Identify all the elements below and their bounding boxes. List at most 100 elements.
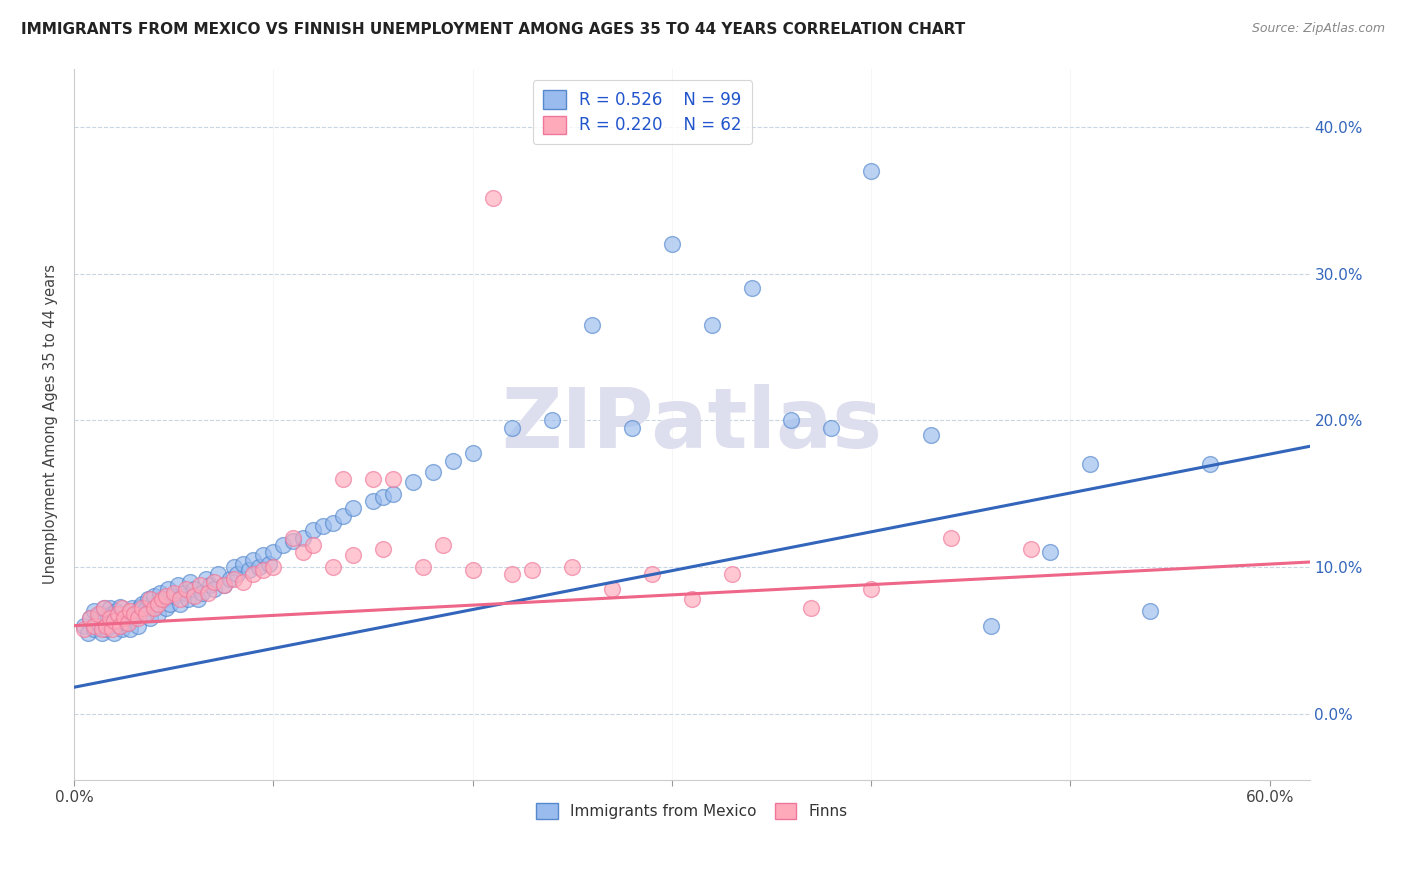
Point <box>122 611 145 625</box>
Point <box>920 428 942 442</box>
Point <box>169 592 191 607</box>
Point <box>174 582 197 596</box>
Point <box>127 611 149 625</box>
Point <box>522 563 544 577</box>
Point <box>155 601 177 615</box>
Point <box>780 413 803 427</box>
Point <box>93 614 115 628</box>
Point <box>232 557 254 571</box>
Point <box>283 531 305 545</box>
Point <box>115 615 138 630</box>
Point <box>412 560 434 574</box>
Point <box>131 601 153 615</box>
Point <box>461 445 484 459</box>
Point <box>101 622 124 636</box>
Point <box>641 567 664 582</box>
Point <box>1139 604 1161 618</box>
Point <box>441 454 464 468</box>
Point <box>242 567 264 582</box>
Point <box>259 557 281 571</box>
Point <box>371 490 394 504</box>
Point <box>222 560 245 574</box>
Point <box>112 611 135 625</box>
Point <box>262 560 284 574</box>
Point <box>222 572 245 586</box>
Point <box>101 607 124 621</box>
Point <box>131 597 153 611</box>
Point <box>152 592 174 607</box>
Point <box>159 597 181 611</box>
Point <box>1039 545 1062 559</box>
Point <box>118 622 141 636</box>
Point <box>117 607 139 621</box>
Point <box>83 622 105 636</box>
Point <box>163 590 186 604</box>
Point <box>183 590 205 604</box>
Point <box>173 586 195 600</box>
Point <box>163 586 186 600</box>
Point <box>312 519 335 533</box>
Point <box>149 586 172 600</box>
Point <box>432 538 454 552</box>
Point <box>1078 458 1101 472</box>
Point <box>262 545 284 559</box>
Point <box>145 599 167 614</box>
Point <box>422 465 444 479</box>
Point <box>292 545 315 559</box>
Point <box>188 577 211 591</box>
Point <box>87 615 110 630</box>
Point <box>139 611 162 625</box>
Point <box>108 618 131 632</box>
Point <box>242 552 264 566</box>
Point <box>183 582 205 596</box>
Point <box>980 618 1002 632</box>
Point <box>79 611 101 625</box>
Point <box>98 601 121 615</box>
Point <box>501 421 523 435</box>
Legend: Immigrants from Mexico, Finns: Immigrants from Mexico, Finns <box>530 797 853 825</box>
Point <box>501 567 523 582</box>
Point <box>94 622 117 636</box>
Point <box>125 607 148 621</box>
Point <box>93 601 115 615</box>
Point <box>561 560 583 574</box>
Point <box>371 542 394 557</box>
Point <box>166 577 188 591</box>
Point <box>176 592 198 607</box>
Point <box>292 531 315 545</box>
Point <box>302 524 325 538</box>
Point <box>600 582 623 596</box>
Point <box>342 549 364 563</box>
Point <box>581 318 603 332</box>
Point <box>800 601 823 615</box>
Point <box>283 533 305 548</box>
Point <box>83 604 105 618</box>
Point <box>97 611 120 625</box>
Point <box>332 508 354 523</box>
Point <box>94 618 117 632</box>
Point <box>111 622 134 636</box>
Point <box>156 582 179 596</box>
Point <box>136 592 159 607</box>
Point <box>142 590 165 604</box>
Point <box>91 622 114 636</box>
Point <box>104 604 127 618</box>
Point <box>820 421 842 435</box>
Point <box>681 592 703 607</box>
Point <box>198 577 221 591</box>
Point <box>89 607 111 621</box>
Point <box>98 618 121 632</box>
Text: IMMIGRANTS FROM MEXICO VS FINNISH UNEMPLOYMENT AMONG AGES 35 TO 44 YEARS CORRELA: IMMIGRANTS FROM MEXICO VS FINNISH UNEMPL… <box>21 22 966 37</box>
Point <box>700 318 723 332</box>
Point <box>860 582 883 596</box>
Point <box>142 601 165 615</box>
Point <box>107 611 129 625</box>
Point <box>118 604 141 618</box>
Point <box>621 421 644 435</box>
Point <box>108 599 131 614</box>
Y-axis label: Unemployment Among Ages 35 to 44 years: Unemployment Among Ages 35 to 44 years <box>44 264 58 584</box>
Point <box>146 597 169 611</box>
Point <box>190 586 212 600</box>
Point <box>146 607 169 621</box>
Point <box>207 567 229 582</box>
